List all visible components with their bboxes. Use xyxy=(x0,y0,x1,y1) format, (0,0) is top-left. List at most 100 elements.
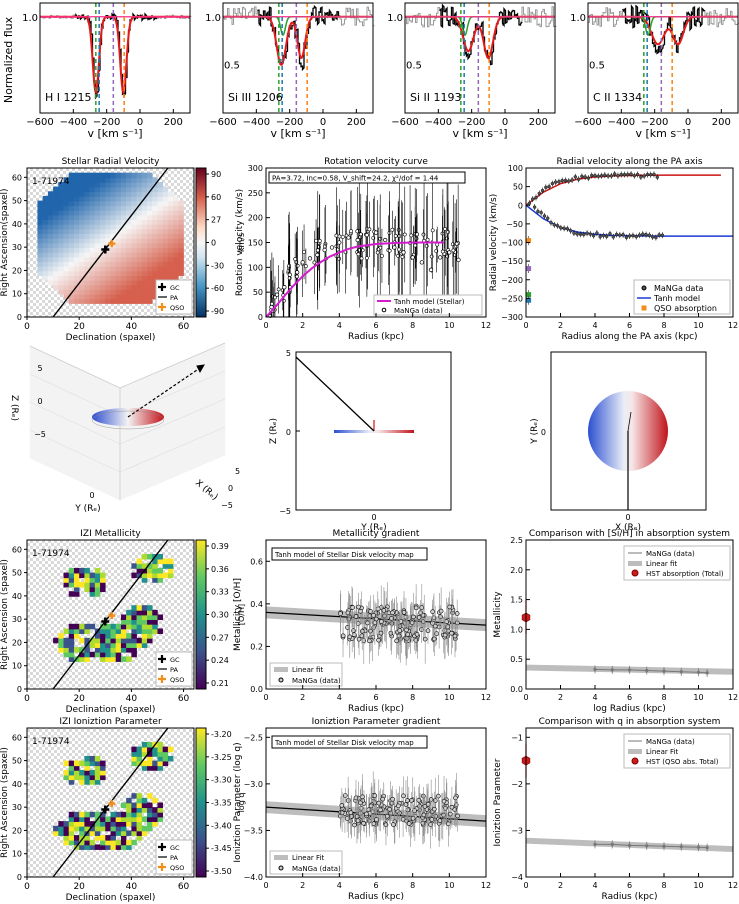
map-pixel xyxy=(94,177,101,183)
map-pixel xyxy=(131,807,137,813)
y-tick-label: −200 xyxy=(501,276,523,285)
map-pixel xyxy=(89,242,96,249)
map-pixel xyxy=(141,816,148,822)
map-pixel xyxy=(126,265,132,272)
map-pixel xyxy=(79,567,85,574)
map-pixel xyxy=(105,270,111,276)
map-pixel xyxy=(120,242,127,249)
map-pixel xyxy=(94,765,101,771)
map-pixel xyxy=(94,284,101,290)
map-pixel xyxy=(110,821,117,827)
map-pixel xyxy=(73,200,80,207)
map-pixel xyxy=(136,279,143,286)
map-pixel xyxy=(136,563,143,569)
map-pixel xyxy=(131,251,137,258)
data-point xyxy=(374,817,379,822)
map-pixel xyxy=(89,830,96,836)
map-pixel xyxy=(131,233,137,239)
map-pixel xyxy=(120,642,127,648)
map-pixel xyxy=(152,760,158,767)
map-pixel xyxy=(115,237,122,244)
map-pixel xyxy=(79,830,85,836)
map-pixel xyxy=(136,609,143,616)
map-pixel xyxy=(89,825,96,832)
y-tick-label: 0 xyxy=(17,313,22,322)
map-pixel xyxy=(110,825,117,832)
map-pixel xyxy=(89,237,96,244)
data-point xyxy=(367,227,372,232)
data-point xyxy=(425,801,431,807)
y-tick-label: −250 xyxy=(501,294,523,303)
data-point xyxy=(540,188,545,193)
y-tick-label: 50 xyxy=(253,288,263,297)
y-tick-label: −3.5 xyxy=(244,826,263,835)
data-point xyxy=(351,632,357,638)
map-pixel xyxy=(120,200,127,207)
annotation-box xyxy=(268,171,466,184)
data-point xyxy=(361,820,366,826)
data-point xyxy=(578,232,583,237)
map-pixel xyxy=(157,251,163,258)
x-tick-label: −200 xyxy=(276,117,303,128)
map-pixel xyxy=(152,821,158,827)
data-point xyxy=(346,235,351,240)
map-pixel xyxy=(136,293,143,300)
map-pixel xyxy=(136,830,143,836)
map-pixel xyxy=(110,181,117,188)
y-tick-label: 20 xyxy=(12,266,22,275)
map-pixel xyxy=(89,293,96,300)
map-pixel xyxy=(63,835,70,841)
legend-label: Linear fit xyxy=(292,666,323,674)
map-pixel xyxy=(94,205,101,211)
map-pixel xyxy=(53,186,59,193)
map-pixel xyxy=(42,265,49,272)
data-point xyxy=(413,605,419,611)
legend-label: Tanh model (Stellar) xyxy=(393,298,465,306)
map-pixel xyxy=(68,816,75,822)
data-point xyxy=(614,232,619,237)
data-point xyxy=(340,633,346,639)
map-pixel xyxy=(136,298,143,304)
map-pixel xyxy=(63,251,70,258)
map-pixel xyxy=(68,637,75,644)
map-pixel xyxy=(73,172,80,179)
map-pixel xyxy=(126,642,132,648)
data-point xyxy=(447,604,452,610)
map-pixel xyxy=(120,289,127,295)
data-point xyxy=(642,174,646,178)
map-pixel xyxy=(167,755,174,762)
map-pixel xyxy=(136,214,143,221)
map-pixel xyxy=(147,242,153,249)
map-pixel xyxy=(42,270,49,276)
map-pixel xyxy=(68,628,75,634)
map-pixel xyxy=(58,242,64,249)
map-pixel xyxy=(141,209,148,216)
map-pixel xyxy=(141,642,148,648)
colorbar-tick-label: -60 xyxy=(211,284,224,293)
map-pixel xyxy=(37,205,43,211)
z-tick-label: 0 xyxy=(37,397,42,406)
map-pixel xyxy=(120,821,127,827)
x-tick-label: 4 xyxy=(592,693,597,702)
map-pixel xyxy=(79,651,85,658)
x-axis-label: v [km s⁻¹] xyxy=(270,127,325,140)
legend-label: QSO xyxy=(170,304,184,312)
map-pixel xyxy=(84,581,90,588)
map-pixel xyxy=(178,256,184,262)
map-pixel xyxy=(47,265,54,272)
x-tick-label: 0 xyxy=(137,117,143,128)
map-pixel xyxy=(53,228,59,235)
map-pixel xyxy=(162,200,169,207)
map-pixel xyxy=(126,619,132,625)
geometry-3d-panel: 50−5Z (Rₑ)50−50Y (Rₑ)X (Rₑ) xyxy=(9,342,240,514)
map-pixel xyxy=(73,816,80,822)
x-tick-label: 0 xyxy=(523,321,528,330)
map-pixel xyxy=(42,228,49,235)
map-pixel xyxy=(136,247,143,253)
map-pixel xyxy=(162,275,169,281)
map-pixel xyxy=(79,637,85,644)
x-tick-label: 20 xyxy=(73,694,85,704)
